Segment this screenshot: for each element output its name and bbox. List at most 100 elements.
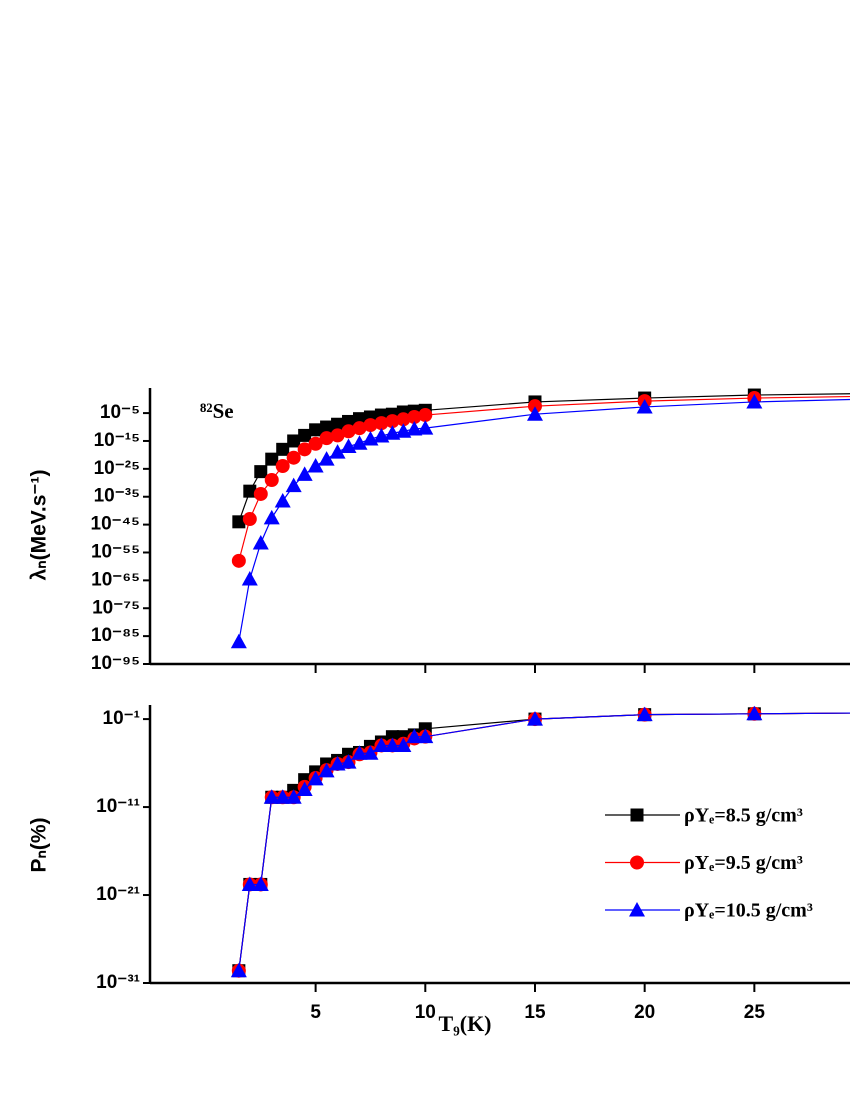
y-tick-label: 10⁻⁵⁵: [91, 542, 140, 563]
marker: [297, 442, 312, 457]
marker: [287, 434, 301, 448]
legend-marker: [630, 855, 644, 870]
marker: [746, 393, 763, 409]
y-tick-label: 10⁻¹⁵: [94, 430, 140, 451]
legend-marker: [630, 808, 644, 822]
marker: [242, 512, 257, 527]
marker: [286, 450, 301, 465]
marker: [307, 458, 324, 473]
marker: [296, 466, 313, 481]
y-tick-label: 10⁻³¹: [96, 972, 140, 993]
marker: [265, 452, 279, 466]
annotation: ⁸²Se: [200, 399, 234, 423]
marker: [263, 509, 280, 525]
marker: [417, 420, 434, 435]
x-tick-label: 10: [415, 1002, 436, 1023]
y-axis-label: λₙ(MeV.s⁻¹): [28, 470, 51, 581]
marker: [385, 414, 400, 429]
marker: [351, 745, 368, 760]
marker: [395, 737, 412, 752]
marker: [308, 436, 323, 451]
marker: [406, 728, 423, 744]
y-tick-label: 10⁻⁴⁵: [91, 514, 141, 535]
marker: [352, 412, 366, 426]
marker: [274, 492, 291, 508]
marker: [746, 705, 763, 721]
legend-marker: [629, 902, 645, 917]
marker: [340, 754, 357, 769]
marker: [274, 789, 291, 804]
marker: [318, 762, 335, 778]
legend-label: ρYₑ=10.5 g/cm³: [684, 900, 813, 922]
y-tick-label: 10⁻²⁵: [94, 458, 140, 479]
series-line: [238, 712, 850, 971]
marker: [527, 399, 542, 414]
marker: [330, 428, 345, 443]
marker: [373, 737, 390, 752]
marker: [232, 515, 246, 529]
marker: [342, 414, 356, 428]
y-tick-label: 10⁻⁹⁵: [91, 653, 140, 674]
series-line: [238, 712, 850, 971]
marker: [341, 424, 356, 439]
legend-label: ρYₑ=8.5 g/cm³: [684, 805, 803, 827]
y-tick-label: 10⁻⁷⁵: [92, 597, 140, 618]
x-tick-label: 5: [310, 1002, 321, 1023]
marker: [384, 737, 401, 752]
y-tick-label: 10⁻²¹: [96, 884, 140, 905]
marker: [318, 451, 335, 466]
marker: [418, 408, 433, 423]
series-line: [238, 712, 850, 971]
marker: [241, 571, 258, 586]
marker: [285, 477, 302, 493]
marker: [309, 423, 323, 437]
legend-label: ρYₑ=9.5 g/cm³: [684, 852, 803, 874]
x-tick-label: 15: [524, 1002, 546, 1023]
y-tick-label: 10⁻⁵: [100, 402, 140, 423]
y-tick-label: 10⁻⁸⁵: [91, 625, 140, 646]
y-tick-label: 10⁻¹¹: [96, 796, 140, 817]
marker: [319, 431, 334, 446]
marker: [407, 409, 422, 424]
x-axis-label: T₉(K): [438, 1011, 491, 1036]
marker: [406, 420, 423, 436]
x-tick-label: 25: [744, 1002, 766, 1023]
marker: [264, 473, 279, 487]
marker: [231, 553, 246, 568]
marker: [230, 633, 247, 649]
marker: [363, 418, 378, 433]
marker: [320, 420, 334, 434]
marker: [352, 421, 367, 436]
marker: [636, 398, 653, 414]
marker: [263, 789, 280, 804]
marker: [241, 876, 258, 891]
y-tick-label: 10⁻¹: [103, 708, 141, 729]
marker: [252, 535, 269, 550]
marker: [298, 428, 312, 442]
marker: [296, 781, 313, 796]
marker: [329, 444, 346, 459]
marker: [351, 435, 368, 450]
marker: [307, 770, 324, 786]
y-axis-label: Pₙ(%): [28, 817, 51, 872]
marker: [396, 412, 411, 427]
marker: [230, 962, 247, 978]
marker: [252, 876, 269, 891]
marker: [526, 406, 543, 421]
marker: [275, 459, 290, 474]
marker: [417, 728, 434, 744]
marker: [243, 484, 257, 498]
marker: [253, 486, 268, 501]
marker: [254, 465, 268, 479]
x-tick-label: 20: [634, 1002, 655, 1023]
marker: [285, 789, 302, 804]
series-line: [238, 398, 850, 642]
marker: [526, 711, 543, 726]
y-tick-label: 10⁻³⁵: [94, 486, 140, 507]
marker: [331, 417, 345, 431]
marker: [374, 416, 389, 431]
marker: [362, 745, 379, 760]
marker: [276, 442, 290, 456]
